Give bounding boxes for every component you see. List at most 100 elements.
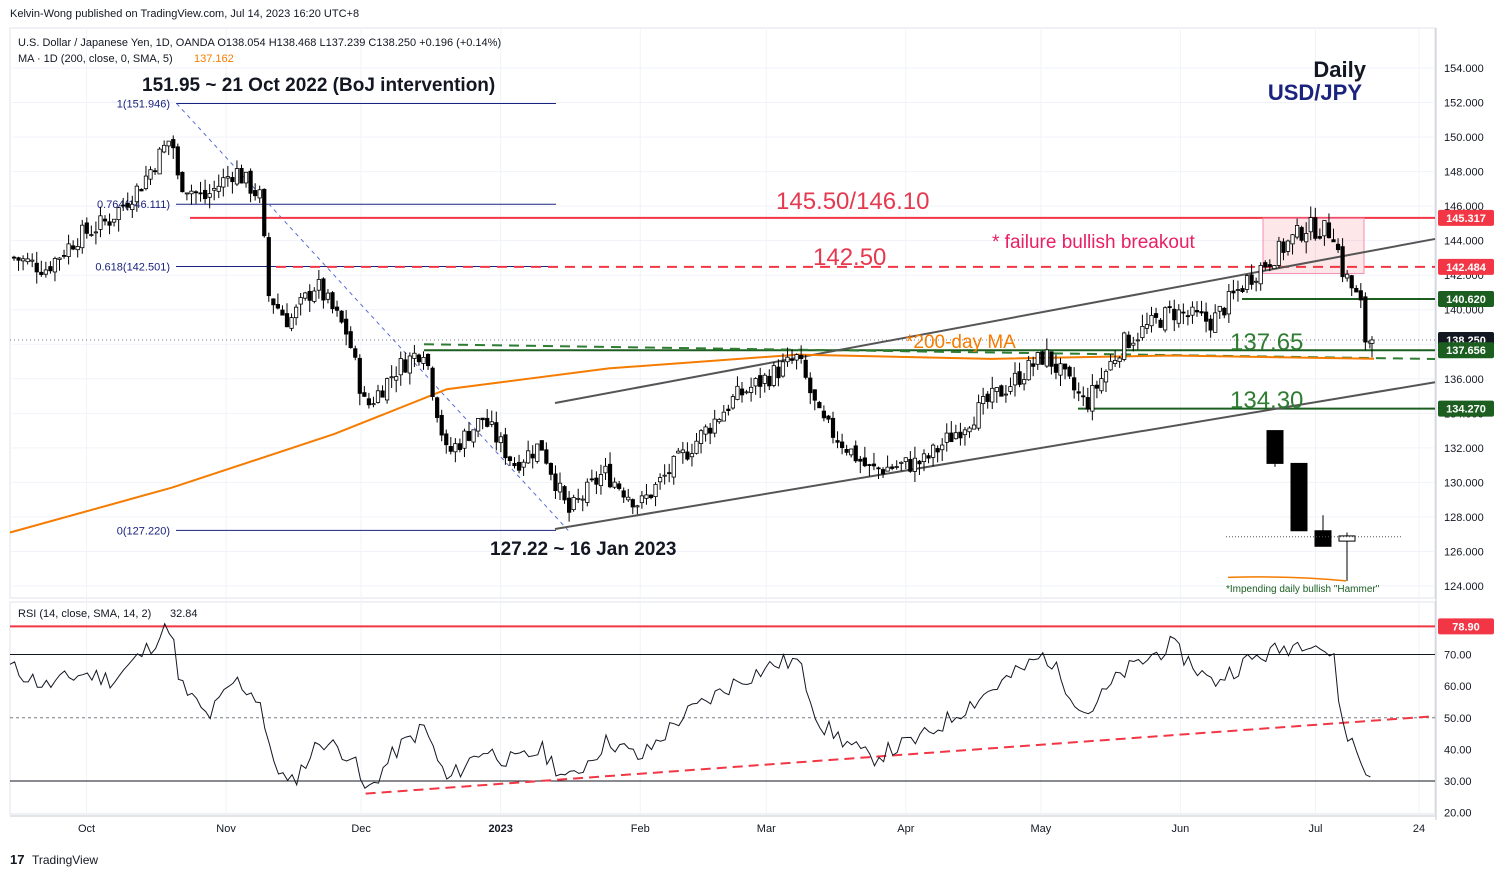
candle (198, 181, 203, 202)
candle-body-down (480, 417, 485, 421)
candle (371, 396, 376, 408)
candle-body-up (1026, 359, 1031, 381)
time-tick-label: Jun (1172, 823, 1190, 835)
candle-body-down (334, 306, 340, 311)
candle (34, 251, 39, 284)
candle-body-up (1276, 240, 1281, 266)
annotation-low: 127.22 ~ 16 Jan 2023 (490, 539, 676, 560)
last-candle-body (1369, 339, 1375, 344)
rsi-series (9, 622, 1436, 795)
candle (1040, 350, 1045, 366)
time-tick-label: Oct (78, 823, 95, 835)
candle-body-up (1113, 360, 1118, 364)
candle (931, 443, 936, 467)
candle (767, 369, 772, 390)
candle (1231, 279, 1236, 300)
candle-body-up (662, 474, 667, 477)
price-badges: 145.317142.484140.620138.250137.656134.2… (1438, 209, 1494, 635)
candle-body-down (266, 237, 271, 297)
price-badge-text: 137.656 (1446, 345, 1486, 357)
inset-ma-curve (1227, 576, 1347, 582)
candle (771, 362, 776, 388)
candle-body-up (698, 430, 704, 444)
price-badge: 145.317 (1438, 209, 1494, 226)
candle-body-down (39, 271, 44, 275)
candle-body-up (689, 453, 695, 458)
candle (899, 461, 904, 472)
candle (858, 455, 863, 474)
candle (1035, 351, 1040, 370)
candle (530, 445, 535, 469)
candle (949, 421, 954, 443)
candle (1258, 262, 1263, 291)
candle-body-down (1208, 318, 1213, 331)
candle (480, 417, 485, 430)
candle-body-up (1285, 240, 1291, 252)
candle (20, 255, 26, 271)
annotation-ma: *200-day MA (906, 332, 1016, 353)
candle-body-up (521, 461, 526, 468)
candle-body-down (353, 348, 358, 358)
candle (171, 135, 176, 160)
candle-body-down (457, 443, 463, 450)
candle (1217, 305, 1222, 319)
candle (1122, 331, 1127, 362)
candle-body-down (1081, 395, 1086, 398)
candle (394, 366, 399, 393)
candle-body-down (1331, 239, 1336, 243)
candle-body-down (1349, 275, 1354, 289)
tradingview-logo[interactable]: 17 TradingView (10, 852, 98, 867)
candle-body-down (890, 466, 895, 469)
candle (389, 365, 394, 389)
candle (130, 195, 135, 219)
candle (903, 457, 908, 469)
candle (280, 305, 285, 316)
candle (544, 442, 549, 465)
candle-body-down (485, 417, 490, 427)
candle (184, 192, 189, 201)
candle-body-up (658, 477, 663, 483)
candle (275, 293, 281, 310)
candle-body-down (512, 463, 517, 467)
candle (66, 234, 71, 265)
candle-body-up (216, 185, 221, 192)
candle (1058, 357, 1063, 386)
candle-body-up (189, 190, 194, 195)
candle (571, 494, 576, 512)
candle-body-down (1076, 391, 1081, 394)
candle (744, 389, 749, 395)
candle-body-down (175, 146, 180, 176)
time-tick-label: May (1030, 823, 1051, 835)
rsi-tick-label: 20.00 (1444, 808, 1472, 820)
candle-body-down (799, 354, 804, 359)
candle-body-down (621, 490, 626, 498)
candle (225, 165, 230, 187)
candle-body-down (1185, 315, 1190, 318)
candle (1126, 331, 1131, 349)
candle-body-down (125, 202, 130, 208)
candle (648, 494, 654, 500)
candle (248, 168, 253, 203)
candle (521, 459, 526, 476)
candle (384, 377, 390, 404)
candle-body-up (20, 258, 26, 262)
candle-body-up (912, 457, 918, 472)
candle (539, 440, 544, 451)
candle (84, 217, 89, 239)
candle (430, 366, 435, 401)
candle-body-down (685, 451, 690, 460)
candle-body-up (944, 432, 949, 443)
candle (1053, 354, 1059, 380)
price-badge-text: 142.484 (1446, 262, 1487, 274)
candle (617, 480, 622, 491)
price-badge: 140.620 (1438, 291, 1494, 308)
inset-candle-body (1338, 535, 1356, 542)
candle-body-down (152, 170, 158, 173)
candle-body-up (453, 443, 458, 453)
candle-body-down (1358, 290, 1363, 301)
candle (1008, 377, 1013, 395)
candle-body-up (1108, 360, 1113, 371)
candle (334, 300, 340, 317)
candle (125, 192, 130, 211)
candle (239, 164, 244, 184)
